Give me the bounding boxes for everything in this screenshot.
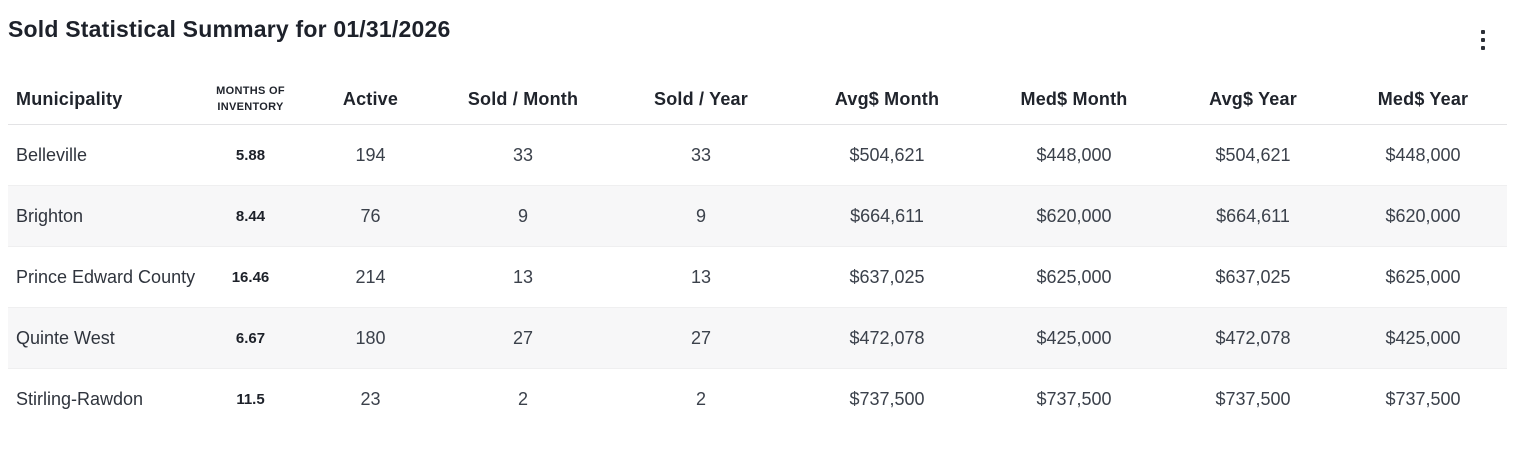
- cell-avg_month: $637,025: [793, 246, 981, 308]
- column-header-sold_month: Sold / Month: [437, 75, 609, 125]
- table-row: Brighton 8.44 76 9 9 $664,611 $620,000 $664,611…: [8, 185, 1507, 247]
- table-row: Belleville 5.88 194 33 33 $504,621 $448,000 $50…: [8, 124, 1507, 186]
- cell-sold_month: 13: [437, 246, 609, 308]
- cell-months_of_inventory: 11.5: [197, 368, 304, 429]
- cell-municipality: Brighton: [8, 185, 197, 247]
- cell-med_year: $425,000: [1339, 307, 1507, 369]
- cell-months_of_inventory: 6.67: [197, 307, 304, 369]
- cell-active: 23: [304, 368, 437, 429]
- cell-avg_year: $504,621: [1215, 144, 1291, 165]
- cell-municipality: Prince Edward County: [8, 246, 197, 308]
- kebab-dot: [1481, 38, 1485, 42]
- cell-med_month: $448,000: [1036, 144, 1112, 165]
- cell-med_year: $620,000: [1339, 185, 1507, 247]
- cell-med_month: $737,500: [981, 368, 1167, 429]
- cell-avg_year: $637,025: [1167, 246, 1339, 308]
- kebab-dot: [1481, 30, 1485, 34]
- cell-avg_month: $472,078: [793, 307, 981, 369]
- cell-med_month: $425,000: [981, 307, 1167, 369]
- table-body: Belleville 5.88 194 33 33 $504,621 $448,000 $50…: [8, 124, 1507, 429]
- cell-sold_year: 9: [609, 185, 793, 247]
- cell-sold_year: 13: [609, 246, 793, 308]
- column-header-med_month: Med$ Month: [981, 75, 1167, 125]
- cell-active: 214: [304, 246, 437, 308]
- column-header-avg_year: Avg$ Year: [1167, 75, 1339, 125]
- table-header: Municipality MONTHS OF INVENTORY Active Sol…: [8, 75, 1507, 125]
- cell-med_month: $620,000: [981, 185, 1167, 247]
- column-header-municipality: Municipality: [8, 75, 197, 125]
- cell-med_year: $737,500: [1339, 368, 1507, 429]
- summary-table: Municipality MONTHS OF INVENTORY Active Sol…: [8, 75, 1507, 429]
- cell-municipality: Belleville: [16, 144, 88, 165]
- cell-med_year: $625,000: [1339, 246, 1507, 308]
- cell-avg_month: $504,621: [849, 144, 925, 165]
- page-title: Sold Statistical Summary for 01/31/2026: [8, 16, 451, 42]
- cell-sold_year: 27: [609, 307, 793, 369]
- cell-active: 76: [304, 185, 437, 247]
- cell-sold_month: 33: [512, 144, 534, 165]
- cell-med_year: $448,000: [1385, 144, 1461, 165]
- column-header-med_year: Med$ Year: [1339, 75, 1507, 125]
- header-row: Municipality MONTHS OF INVENTORY Active Sol…: [8, 75, 1507, 125]
- table-row: Prince Edward County 16.46 214 13 13 $637,025…: [8, 246, 1507, 308]
- kebab-dot: [1481, 46, 1485, 50]
- cell-sold_month: 27: [437, 307, 609, 369]
- cell-municipality: Stirling-Rawdon: [8, 368, 197, 429]
- cell-months_of_inventory: 8.44: [197, 185, 304, 247]
- cell-months_of_inventory: 5.88: [235, 146, 266, 164]
- cell-avg_month: $664,611: [793, 185, 981, 247]
- cell-avg_year: $472,078: [1167, 307, 1339, 369]
- cell-avg_year: $737,500: [1167, 368, 1339, 429]
- cell-municipality: Quinte West: [8, 307, 197, 369]
- table-row: Quinte West 6.67 180 27 27 $472,078 $425,000 $4…: [8, 307, 1507, 369]
- table-row: Stirling-Rawdon 11.5 23 2 2 $737,500 $737,500 $…: [8, 368, 1507, 429]
- cell-avg_month: $737,500: [793, 368, 981, 429]
- cell-sold_month: 9: [437, 185, 609, 247]
- column-header-months_of_inventory: MONTHS OF INVENTORY: [197, 75, 304, 125]
- column-header-active: Active: [304, 75, 437, 125]
- column-header-sold_year: Sold / Year: [609, 75, 793, 125]
- cell-med_month: $625,000: [981, 246, 1167, 308]
- cell-avg_year: $664,611: [1167, 185, 1339, 247]
- cell-active: 180: [304, 307, 437, 369]
- cell-months_of_inventory: 16.46: [197, 246, 304, 308]
- cell-active: 194: [355, 144, 386, 165]
- cell-sold_year: 33: [690, 144, 712, 165]
- kebab-menu-icon[interactable]: [1473, 26, 1493, 54]
- cell-sold_year: 2: [609, 368, 793, 429]
- column-header-avg_month: Avg$ Month: [793, 75, 981, 125]
- cell-sold_month: 2: [437, 368, 609, 429]
